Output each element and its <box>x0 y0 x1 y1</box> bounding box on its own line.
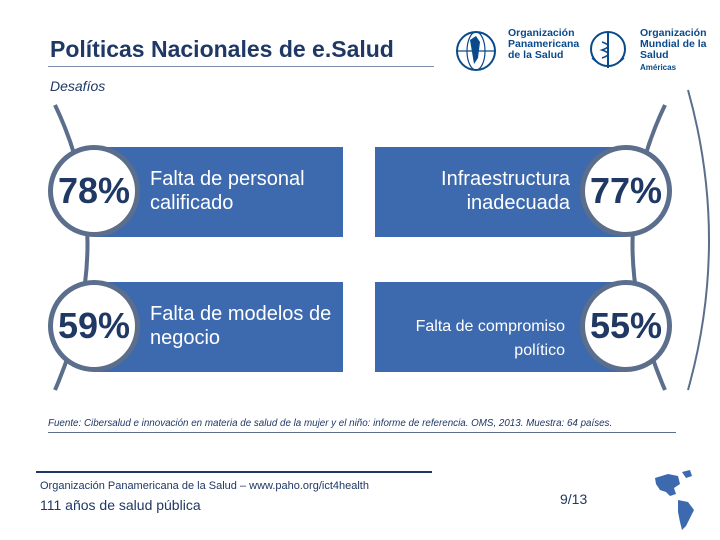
who-logo: Organización Mundial de la Salud América… <box>582 28 707 78</box>
challenge-label-line: Infraestructura <box>441 168 570 190</box>
challenge-bar-staff: Falta de personal calificado <box>95 147 343 237</box>
percent-badge-staff: 78% <box>48 145 140 237</box>
who-logo-line: Organización <box>640 27 707 39</box>
challenge-bar-infrastructure: Infraestructura inadecuada <box>375 147 625 237</box>
who-logo-tag: Américas <box>640 63 677 72</box>
title-divider <box>48 66 434 67</box>
page-subtitle: Desafíos <box>50 78 106 94</box>
paho-logo: Organización Panamericana de la Salud <box>450 28 579 78</box>
challenge-label-line: inadecuada <box>466 192 570 214</box>
footer-divider <box>36 471 432 473</box>
page-number: 9/13 <box>560 491 588 507</box>
percent-badge-business-models: 59% <box>48 280 140 372</box>
who-logo-text: Organización Mundial de la Salud <box>640 28 707 61</box>
paho-globe-icon <box>456 31 496 71</box>
challenge-label-line: Falta de modelos de <box>150 303 332 325</box>
page-title: Políticas Nacionales de e.Salud <box>50 36 394 62</box>
who-logo-line: Mundial de la Salud <box>640 38 707 61</box>
source-note: Fuente: Cibersalud e innovación en mater… <box>48 418 613 429</box>
paho-logo-line: Organización <box>508 27 575 39</box>
footer-org: Organización Panamericana de la Salud – … <box>40 480 369 492</box>
challenge-label-line: negocio <box>150 327 221 349</box>
percent-badge-political-commitment: 55% <box>580 280 672 372</box>
source-divider <box>48 432 676 433</box>
challenge-label-line: Falta de personal <box>150 168 305 190</box>
paho-logo-line: Panamericana <box>508 38 580 50</box>
americas-map-icon <box>655 470 694 530</box>
who-emblem-icon <box>590 31 626 68</box>
paho-logo-line: de la Salud <box>508 49 564 61</box>
percent-badge-infrastructure: 77% <box>580 145 672 237</box>
footer-years: 111 años de salud pública <box>40 497 201 513</box>
challenge-label-line: Falta de compromiso político <box>415 318 565 359</box>
challenge-label-line: calificado <box>150 192 234 214</box>
paho-logo-text: Organización Panamericana de la Salud <box>508 28 579 61</box>
